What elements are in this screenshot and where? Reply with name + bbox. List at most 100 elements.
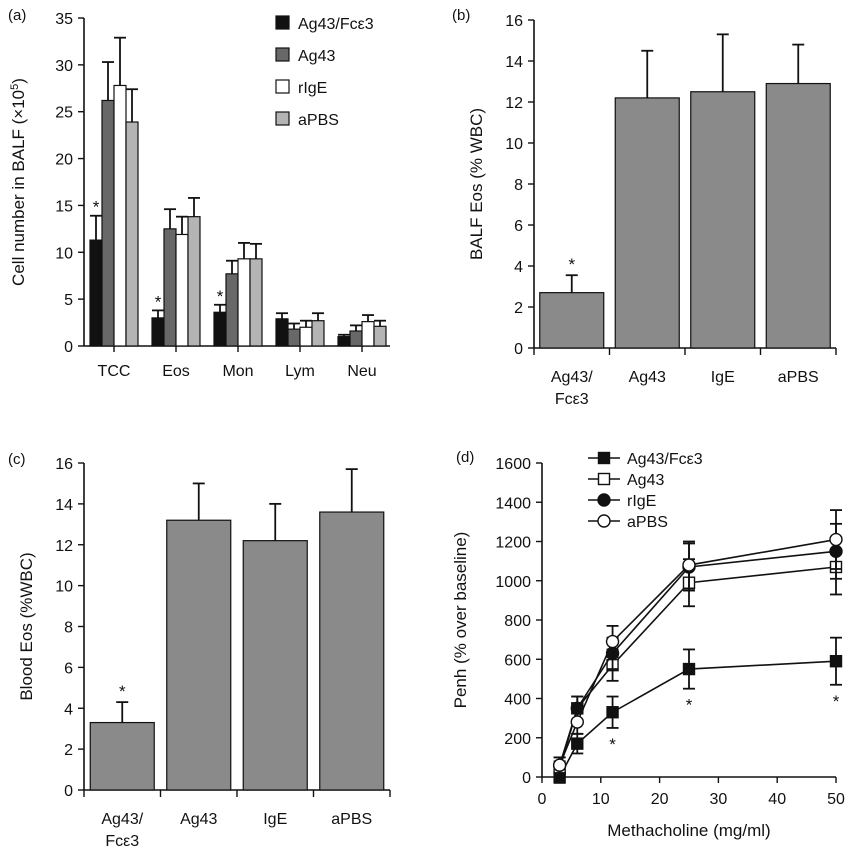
error-bar [226, 259, 238, 274]
panel-d-x-axis-label: Methacholine (mg/ml) [607, 821, 770, 840]
panel-d-series-2 [553, 538, 843, 778]
error-bar [188, 197, 200, 217]
panel-c-x-tick-label: Fcε3 [105, 833, 139, 850]
bar-lym-series-1 [275, 318, 289, 347]
panel-a-y-axis-label: Cell number in BALF (×105) [9, 78, 28, 286]
panel-d-series-1: * * * [553, 636, 843, 784]
panel-b-y-tick-label: 10 [505, 136, 523, 153]
panel-a-x-tick-label: Eos [162, 363, 190, 380]
panel-d-x-tick-label: 50 [827, 791, 845, 808]
panel-c-y-tick-label: 4 [64, 701, 73, 718]
panel-b-y-tick-label: 6 [514, 218, 523, 235]
panel-c-y-tick-label: 10 [55, 579, 73, 596]
panel-b-bar-3 [690, 91, 756, 349]
legend-label: aPBS [298, 112, 339, 129]
significance-asterisk: * [119, 682, 126, 701]
panel-a-y-tick-label: 30 [55, 58, 73, 75]
panel-c-y-tick-label: 14 [55, 497, 73, 514]
panel-a-y-tick-label: 20 [55, 152, 73, 169]
panel-c-y-tick-label: 2 [64, 742, 73, 759]
legend-marker [597, 493, 611, 507]
error-bar [192, 482, 205, 521]
significance-asterisk: * [686, 696, 693, 715]
error-bar [565, 274, 578, 293]
error-bar [716, 33, 729, 92]
panel-d-x-tick-label: 20 [651, 791, 669, 808]
legend-swatch [275, 47, 290, 62]
error-bar [114, 36, 126, 86]
panel-a-x-tick-label: TCC [98, 363, 131, 380]
bar-eos-series-4 [187, 216, 201, 347]
bar-eos-series-2 [163, 228, 177, 347]
error-bar [338, 333, 350, 337]
legend-label: Ag43/Fcε3 [627, 451, 703, 468]
bar-tcc-series-2 [101, 99, 115, 347]
panel-b-y-tick-label: 12 [505, 95, 523, 112]
panel-b-x-tick-label: aPBS [778, 369, 819, 386]
panel-d-label: (d) [456, 449, 474, 466]
bar-lym-series-3 [299, 326, 313, 347]
data-point-open-circle [605, 634, 620, 649]
panel-b-y-tick-label: 2 [514, 300, 523, 317]
panel-c-x-tick-label: Ag43/ [101, 811, 143, 828]
bar-tcc-series-4 [125, 121, 139, 347]
error-bar [276, 312, 288, 319]
panel-d-series-4 [552, 509, 843, 774]
panel-c-x-tick-label: IgE [263, 811, 287, 828]
error-bar [250, 242, 262, 259]
bar-eos-series-1 [151, 317, 165, 347]
panel-b-y-tick-label: 8 [514, 177, 523, 194]
panel-b-x-tick-label: Ag43/ [551, 369, 593, 386]
panel-c-y-tick-label: 12 [55, 538, 73, 555]
bar-tcc-series-3 [113, 84, 127, 347]
panel-c-bar-1 [89, 721, 155, 791]
error-bar [164, 208, 176, 229]
data-point-filled-square [682, 662, 696, 676]
panel-d-x-tick-label: 40 [768, 791, 786, 808]
panel-a-bar-chart: (a) 0 5 10 15 20 25 30 35 Cell number in BALF (×1… [8, 7, 390, 380]
bar-neu-series-2 [349, 330, 363, 347]
legend-label: Ag43/Fcε3 [298, 16, 374, 33]
panel-b-x-tick-label: IgE [711, 369, 735, 386]
bar-mon-series-4 [249, 258, 263, 347]
panel-b-x-tick-label: Fcε3 [555, 391, 589, 408]
panel-a-y-tick-label: 15 [55, 198, 73, 215]
data-point-filled-square [571, 737, 584, 750]
error-bar [300, 319, 312, 328]
legend-label: aPBS [627, 514, 668, 531]
panel-c-label: (c) [8, 451, 26, 468]
significance-asterisk: * [609, 735, 616, 754]
data-point-open-circle [552, 758, 567, 772]
significance-asterisk: * [568, 255, 575, 274]
panel-a-y-tick-label: 0 [64, 339, 73, 356]
panel-d-y-tick-label: 800 [504, 613, 531, 630]
bar-mon-series-2 [225, 273, 239, 347]
legend-swatch [275, 111, 290, 126]
series-line [558, 550, 837, 766]
panel-d-y-tick-label: 1400 [495, 495, 531, 512]
panel-c-x-tick-label: aPBS [331, 811, 372, 828]
panel-d-x-tick-label: 30 [710, 791, 728, 808]
panel-b-bar-4 [765, 82, 831, 349]
panel-b-label: (b) [452, 7, 470, 24]
panel-c-y-tick-label: 6 [64, 660, 73, 677]
panel-a-label: (a) [8, 7, 26, 24]
error-bar [238, 242, 250, 259]
bar-lym-series-4 [311, 320, 325, 347]
bar-mon-series-3 [237, 258, 251, 347]
significance-asterisk: * [155, 292, 162, 311]
series-line [558, 538, 837, 766]
error-bar [116, 701, 129, 723]
legend-swatch [275, 79, 290, 94]
legend-label: Ag43 [298, 48, 335, 65]
panel-d-y-tick-label: 1200 [495, 535, 531, 552]
panel-c-y-tick-label: 16 [55, 456, 73, 473]
bar-neu-series-1 [337, 336, 351, 347]
panel-c-x-tick-label: Ag43 [180, 811, 217, 828]
legend-marker [597, 472, 611, 486]
panel-d-y-tick-label: 400 [504, 692, 531, 709]
panel-b-y-tick-label: 0 [514, 341, 523, 358]
panel-a-y-tick-label: 25 [55, 105, 73, 122]
panel-b-y-tick-label: 4 [514, 259, 523, 276]
panel-d-y-tick-label: 0 [522, 770, 531, 787]
